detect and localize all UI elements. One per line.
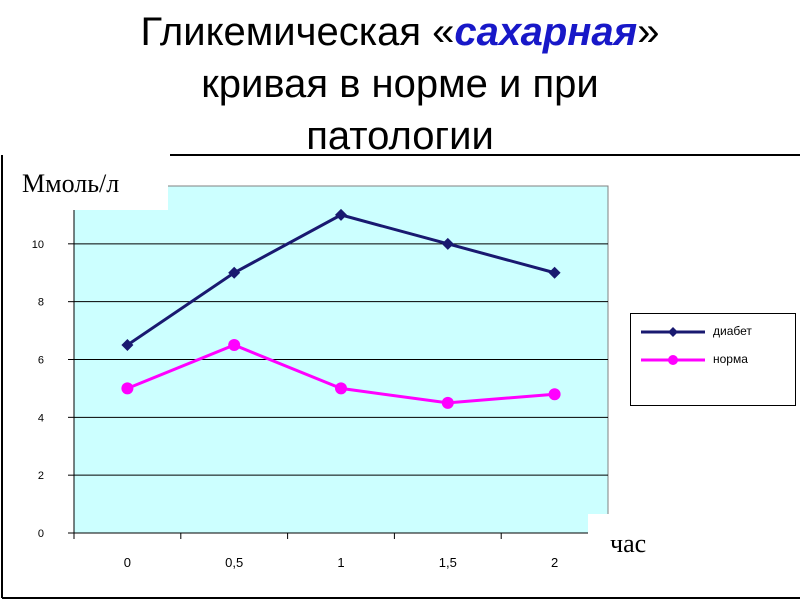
title-line-2: кривая в норме и при [201,62,599,106]
y-tick-label: 6 [38,355,44,367]
x-tick-label: 2 [551,555,558,570]
legend-swatch-norm [641,355,705,365]
y-axis-label: Ммоль/л [8,158,168,210]
series-norm [121,339,561,409]
y-tick-label: 8 [38,297,44,309]
legend-label-norm: норма [713,352,748,366]
data-point [441,237,454,250]
x-tick-label: 1 [337,555,344,570]
legend-item-norm: норма [639,350,789,370]
data-point [121,382,134,395]
x-tick-label: 0 [124,555,131,570]
title-prefix: Гликемическая « [140,10,455,54]
title-suffix: » [637,10,660,54]
line-chart: 0 2 4 6 8 10 0 0,5 1 1,5 2 [1,154,800,599]
legend-item-diabetes: диабет [639,322,789,342]
title-emphasis: сахарная [454,10,638,54]
x-tick-label: 0,5 [225,555,243,570]
series-diabetes [121,208,561,352]
x-tick-label: 1,5 [439,555,457,570]
data-point [228,266,241,279]
data-point [335,208,347,221]
series-layer [121,208,561,409]
y-tick-label: 0 [38,528,44,540]
gridlines [74,243,608,476]
legend-label-diabetes: диабет [713,324,752,338]
y-tick-label: 2 [38,470,44,482]
legend-swatch-diabetes [641,327,705,337]
data-point [121,339,134,352]
x-tick-labels: 0 0,5 1 1,5 2 [124,555,558,570]
title-line-3: патологии [306,114,494,158]
data-point [548,266,561,279]
data-point [228,339,241,352]
page-title: Гликемическая «сахарная» кривая в норме … [0,6,800,162]
y-tick-label: 10 [32,239,44,251]
y-tick-labels: 0 2 4 6 8 10 [32,239,44,540]
data-point [335,382,347,395]
data-point [441,396,454,409]
legend: диабет норма [630,313,796,406]
title-line-1: Гликемическая «сахарная» [0,6,800,58]
data-point [548,388,561,401]
x-axis-label: час [588,514,658,570]
y-tick-label: 4 [38,412,44,424]
